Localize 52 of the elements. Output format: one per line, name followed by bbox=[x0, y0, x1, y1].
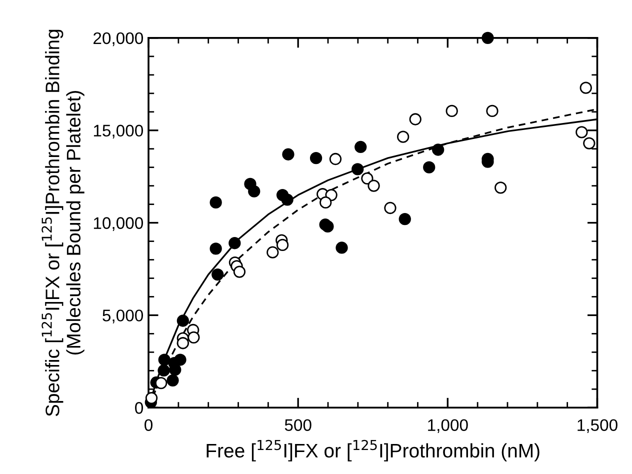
point bbox=[384, 202, 396, 214]
point bbox=[322, 220, 334, 233]
point bbox=[576, 126, 588, 138]
point bbox=[158, 364, 170, 377]
point bbox=[210, 242, 222, 255]
point bbox=[432, 144, 444, 156]
point bbox=[398, 213, 411, 226]
point bbox=[494, 182, 507, 194]
point bbox=[248, 185, 260, 198]
point bbox=[233, 266, 246, 278]
point bbox=[583, 137, 596, 150]
point bbox=[276, 238, 289, 252]
point bbox=[409, 113, 422, 126]
point bbox=[282, 148, 294, 160]
point bbox=[281, 194, 294, 206]
x-tick-label: 1,500 bbox=[578, 419, 618, 433]
point bbox=[354, 140, 367, 154]
point bbox=[446, 104, 458, 118]
y-axis-title: Specific [$^{125}$I]FX or [$^{125}$I]Prothrombin Binding (Molecules Bound per Platelet) bbox=[42, 30, 84, 416]
point bbox=[266, 246, 279, 258]
point bbox=[580, 82, 592, 94]
point bbox=[361, 172, 374, 184]
x-tick-label: 0 bbox=[144, 419, 153, 431]
point bbox=[352, 163, 364, 176]
point bbox=[176, 337, 189, 350]
y-tick-label: 10,000 bbox=[94, 217, 144, 231]
point bbox=[145, 392, 158, 404]
point bbox=[188, 331, 200, 344]
point bbox=[336, 242, 348, 254]
point bbox=[368, 180, 380, 192]
point bbox=[166, 374, 179, 387]
point bbox=[482, 32, 494, 44]
point bbox=[174, 354, 186, 366]
y-tick-label: 20,000 bbox=[94, 32, 144, 46]
point bbox=[158, 354, 170, 366]
point bbox=[210, 196, 222, 209]
point bbox=[486, 104, 498, 118]
y-tick-label: 15,000 bbox=[94, 124, 144, 139]
point bbox=[320, 196, 332, 209]
y-tick-label: 5,000 bbox=[102, 310, 144, 324]
point bbox=[310, 152, 322, 164]
point bbox=[329, 152, 342, 166]
x-axis-title: Free [$^{125}$I]FX or [$^{125}$I]Prothrombin (nM) bbox=[206, 440, 540, 462]
x-tick-label: 500 bbox=[284, 419, 312, 431]
point bbox=[228, 237, 241, 250]
point bbox=[397, 130, 410, 143]
point bbox=[155, 376, 168, 390]
point bbox=[212, 268, 224, 281]
x-tick-label: 1,000 bbox=[428, 419, 468, 433]
point bbox=[423, 161, 436, 174]
y-tick-label: 0 bbox=[135, 402, 144, 414]
point bbox=[176, 314, 189, 327]
